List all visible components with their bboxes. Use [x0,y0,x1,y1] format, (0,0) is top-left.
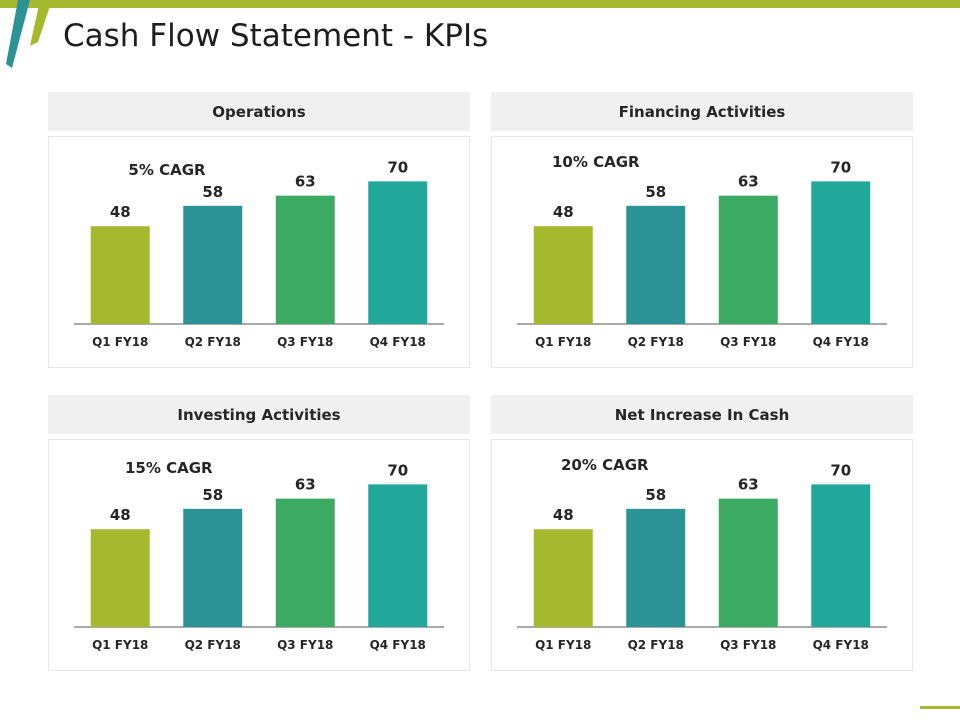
chart-panel-financing: Financing Activities 48 Q1 FY18 58 Q2 FY18 6… [491,92,913,368]
bar-chart-financing: 48 Q1 FY18 58 Q2 FY18 63 Q3 FY18 70 Q4 FY18 10% … [517,153,887,349]
chart-panel-investing: Investing Activities 48 Q1 FY18 58 Q2 FY18 6… [48,395,470,671]
bar-q3-fy18 [718,498,778,627]
chart-area: 48 Q1 FY18 58 Q2 FY18 63 Q3 FY18 70 Q4 FY18 20% … [491,439,913,671]
x-tick-label: Q4 FY18 [813,335,869,349]
bar-q4-fy18 [368,181,428,324]
bar-q3-fy18 [718,195,778,324]
cagr-annotation: 5% CAGR [128,161,206,179]
data-label: 58 [202,183,223,201]
data-label: 63 [738,476,759,494]
bar-q1-fy18 [533,529,593,627]
slash-decoration [6,0,52,68]
data-label: 63 [738,173,759,191]
x-tick-label: Q1 FY18 [535,638,591,652]
data-label: 70 [387,461,408,479]
top-accent-bar [0,0,960,8]
bar-q1-fy18 [90,226,150,324]
x-tick-label: Q3 FY18 [720,335,776,349]
x-tick-label: Q2 FY18 [185,335,241,349]
x-tick-label: Q4 FY18 [370,335,426,349]
x-tick-label: Q4 FY18 [813,638,869,652]
chart-area: 48 Q1 FY18 58 Q2 FY18 63 Q3 FY18 70 Q4 FY18 5% C… [48,136,470,368]
bar-q3-fy18 [275,498,335,627]
bar-chart-investing: 48 Q1 FY18 58 Q2 FY18 63 Q3 FY18 70 Q4 FY18 15% … [74,459,444,652]
data-label: 70 [830,461,851,479]
chart-title: Net Increase In Cash [491,395,913,434]
data-label: 58 [202,486,223,504]
bar-q2-fy18 [183,508,243,627]
bar-q2-fy18 [183,205,243,324]
page-title: Cash Flow Statement - KPIs [63,18,489,54]
data-label: 58 [645,183,666,201]
cagr-annotation: 10% CAGR [552,153,640,171]
cagr-annotation: 15% CAGR [125,459,213,477]
chart-panel-operations: Operations 48 Q1 FY18 58 Q2 FY18 63 Q3 FY18 70… [48,92,470,368]
x-tick-label: Q4 FY18 [370,638,426,652]
data-label: 70 [387,158,408,176]
x-tick-label: Q2 FY18 [628,335,684,349]
data-label: 63 [295,173,316,191]
bar-q2-fy18 [626,205,686,324]
x-tick-label: Q1 FY18 [535,335,591,349]
data-label: 48 [553,506,574,524]
x-tick-label: Q3 FY18 [720,638,776,652]
bar-q1-fy18 [533,226,593,324]
chart-title: Operations [48,92,470,131]
bar-q4-fy18 [368,484,428,627]
bar-q3-fy18 [275,195,335,324]
bar-q2-fy18 [626,508,686,627]
bar-q4-fy18 [811,484,871,627]
chart-area: 48 Q1 FY18 58 Q2 FY18 63 Q3 FY18 70 Q4 FY18 10% … [491,136,913,368]
data-label: 48 [110,203,131,221]
x-tick-label: Q3 FY18 [277,335,333,349]
bottom-accent-line [920,706,960,709]
data-label: 48 [553,203,574,221]
chart-title: Financing Activities [491,92,913,131]
chart-panel-net-increase: Net Increase In Cash 48 Q1 FY18 58 Q2 FY18 6… [491,395,913,671]
x-tick-label: Q1 FY18 [92,638,148,652]
bar-q4-fy18 [811,181,871,324]
bar-chart-net-increase: 48 Q1 FY18 58 Q2 FY18 63 Q3 FY18 70 Q4 FY18 20% … [517,456,887,652]
x-tick-label: Q2 FY18 [185,638,241,652]
bar-q1-fy18 [90,529,150,627]
data-label: 70 [830,158,851,176]
x-tick-label: Q1 FY18 [92,335,148,349]
x-tick-label: Q3 FY18 [277,638,333,652]
data-label: 63 [295,476,316,494]
chart-title: Investing Activities [48,395,470,434]
cagr-annotation: 20% CAGR [561,456,649,474]
data-label: 58 [645,486,666,504]
bar-chart-operations: 48 Q1 FY18 58 Q2 FY18 63 Q3 FY18 70 Q4 FY18 5% C… [74,158,444,349]
x-tick-label: Q2 FY18 [628,638,684,652]
chart-area: 48 Q1 FY18 58 Q2 FY18 63 Q3 FY18 70 Q4 FY18 15% … [48,439,470,671]
data-label: 48 [110,506,131,524]
